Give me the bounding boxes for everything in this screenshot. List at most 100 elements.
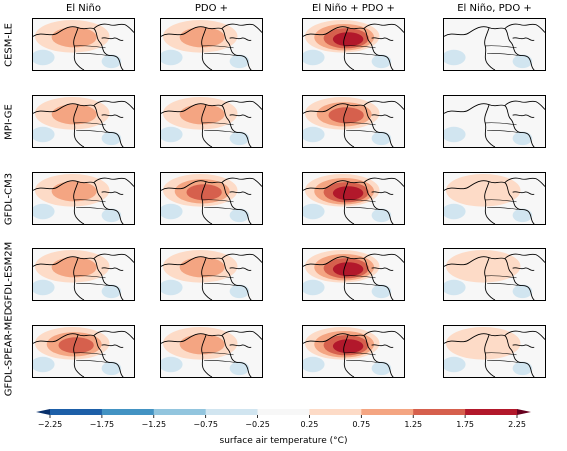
map-panel xyxy=(160,18,263,71)
border-line xyxy=(485,199,521,210)
anomaly-map xyxy=(444,326,545,377)
cool-contour xyxy=(33,126,55,143)
anomaly-map xyxy=(161,19,262,70)
coastline xyxy=(33,330,134,377)
border-line xyxy=(202,352,238,363)
colorbar-tick-label: 1.25 xyxy=(404,420,422,429)
anomaly-map xyxy=(444,100,545,147)
border-line xyxy=(485,275,521,286)
cool-contour xyxy=(161,356,183,373)
colorbar-tick-label: −0.25 xyxy=(245,420,270,429)
colorbar-tick-label: 2.25 xyxy=(508,420,526,429)
map-panel xyxy=(32,95,135,148)
colorbar: −2.25 −1.75 −1.25 −0.75 −0.25 0.25 0.75 1.25 1.7… xyxy=(36,409,531,429)
row-label: GFDL-ESM2M xyxy=(3,241,15,308)
cool-contour xyxy=(161,279,183,296)
cool-contour xyxy=(101,284,122,299)
anomaly-map xyxy=(444,249,545,300)
border-line xyxy=(202,122,238,133)
warm-contour xyxy=(179,334,225,355)
border-line xyxy=(202,275,238,286)
coastline xyxy=(33,23,134,70)
anomaly-map xyxy=(303,96,404,147)
cool-contour xyxy=(303,49,325,66)
border-line xyxy=(74,275,110,286)
colorbar-tick-label: −2.25 xyxy=(38,420,63,429)
cool-contour xyxy=(229,131,250,146)
anomaly-map xyxy=(33,19,134,70)
cool-contour xyxy=(371,284,392,299)
border-line xyxy=(74,45,110,56)
anomaly-map xyxy=(161,96,262,147)
warm-contour xyxy=(328,107,364,124)
cool-contour xyxy=(371,131,392,146)
coastline xyxy=(303,177,404,224)
cool-contour xyxy=(512,208,533,223)
cool-contour xyxy=(303,126,325,143)
anomaly-map xyxy=(303,19,404,70)
anomaly-map xyxy=(161,326,262,377)
map-panel xyxy=(443,95,546,148)
cool-contour xyxy=(371,361,392,376)
cool-contour xyxy=(371,54,392,69)
map-panel xyxy=(302,18,405,71)
coastline xyxy=(161,23,262,70)
colorbar-tick-label: 0.75 xyxy=(352,420,370,429)
cool-contour xyxy=(512,361,533,376)
coastline xyxy=(444,177,545,224)
row-label: CESM-LE xyxy=(3,22,15,67)
warm-contour xyxy=(51,181,97,202)
coastline xyxy=(161,330,262,377)
colorbar-bin xyxy=(50,409,103,415)
warm-contour xyxy=(51,27,97,48)
map-panel xyxy=(160,325,263,378)
anomaly-map xyxy=(33,96,134,147)
border-line xyxy=(485,45,521,56)
map-panel xyxy=(32,248,135,301)
anomaly-map xyxy=(303,326,404,377)
map-panel xyxy=(443,248,546,301)
anomaly-map xyxy=(33,249,134,300)
border-line xyxy=(74,352,110,363)
cool-contour xyxy=(303,203,325,220)
warm-contour xyxy=(332,186,364,201)
map-panel xyxy=(302,172,405,225)
row-label: GFDL-SPEAR-MED xyxy=(3,307,15,396)
column-title: El Niño xyxy=(66,3,101,14)
cool-contour xyxy=(444,49,466,66)
map-panel xyxy=(302,95,405,148)
map-panel xyxy=(160,95,263,148)
map-panel xyxy=(302,325,405,378)
colorbar-tick-label: −1.25 xyxy=(142,420,167,429)
warm-contour xyxy=(179,257,225,278)
anomaly-map xyxy=(444,173,545,224)
cool-contour xyxy=(33,49,55,66)
coastline xyxy=(33,100,134,147)
warm-contour xyxy=(332,339,364,354)
colorbar-bin xyxy=(101,409,155,415)
anomaly-map xyxy=(33,326,134,377)
colorbar-tick-label: 0.25 xyxy=(301,420,319,429)
anomaly-map xyxy=(303,249,404,300)
coastline xyxy=(444,330,545,377)
colorbar-tick-label: −1.75 xyxy=(90,420,115,429)
border-line xyxy=(344,199,380,210)
cool-contour xyxy=(444,203,466,220)
cool-contour xyxy=(101,361,122,376)
map-panel xyxy=(443,172,546,225)
border-line xyxy=(485,352,521,363)
colorbar-extend-high xyxy=(517,409,531,415)
cool-contour xyxy=(161,203,183,220)
coastline xyxy=(33,177,134,224)
anomaly-map xyxy=(161,249,262,300)
coastline xyxy=(161,253,262,300)
row-label: MPI-GE xyxy=(3,103,15,140)
border-line xyxy=(485,122,521,133)
coastline xyxy=(161,177,262,224)
cool-contour xyxy=(371,208,392,223)
warm-contour xyxy=(186,184,222,201)
colorbar-label: surface air temperature (°C) xyxy=(219,436,348,446)
cool-contour xyxy=(512,131,533,146)
cool-contour xyxy=(33,356,55,373)
cool-contour xyxy=(444,279,466,296)
